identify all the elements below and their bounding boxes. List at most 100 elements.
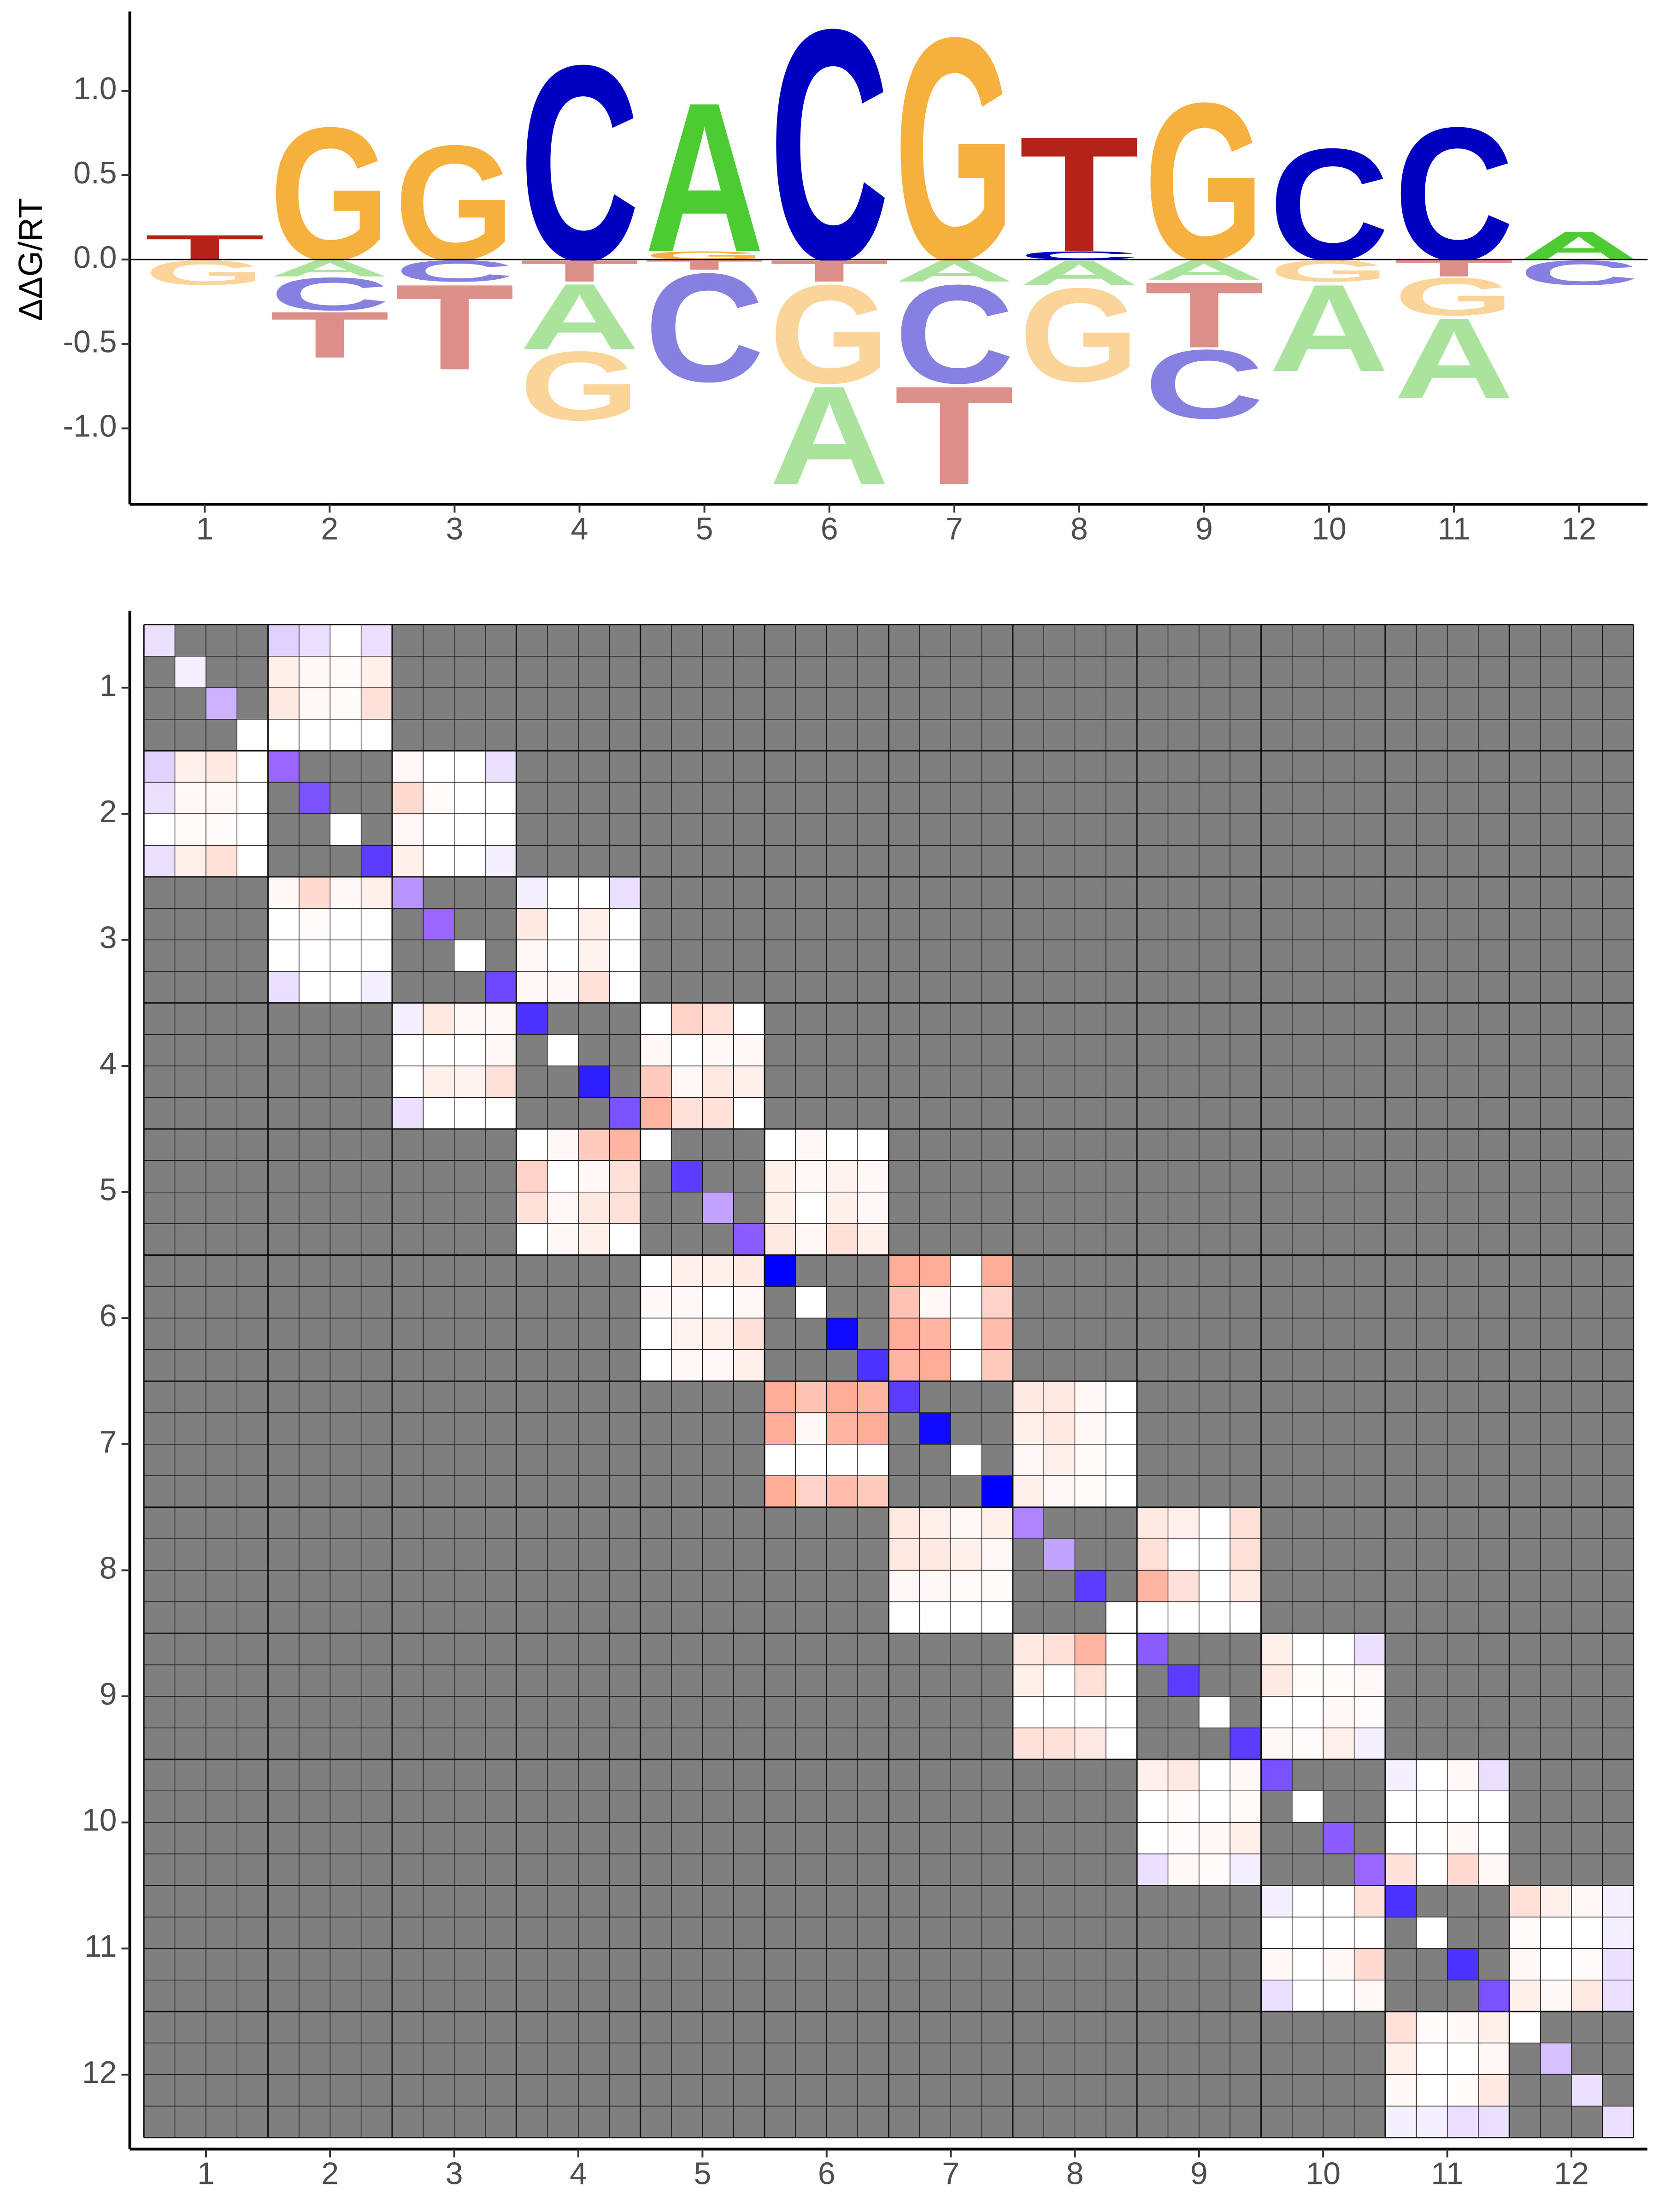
logo-letter-group: T [145, 228, 265, 267]
heatmap-cell [1447, 1948, 1478, 1980]
x-tick-label: 6 [818, 2156, 835, 2191]
heatmap-cell [1137, 1822, 1168, 1854]
heatmap-cell [765, 1129, 796, 1161]
x-tick-label: 2 [321, 511, 338, 546]
heatmap-cell [1106, 1728, 1137, 1759]
logo-letter-group: C [644, 242, 764, 414]
x-tick-label: 5 [696, 511, 713, 546]
y-tick-label: 1 [100, 668, 117, 703]
heatmap-cell [392, 877, 424, 909]
heatmap-cell [671, 1318, 703, 1350]
heatmap-cell [951, 1601, 982, 1634]
heatmap-cell [1261, 1665, 1292, 1697]
heatmap-cell [268, 656, 299, 688]
heatmap-cell [454, 1003, 485, 1035]
heatmap-cell [640, 1003, 672, 1035]
heatmap-cell [888, 1318, 920, 1350]
heatmap-cell [1137, 1507, 1168, 1539]
heatmap-cell [671, 1349, 703, 1382]
heatmap-cell [1447, 2074, 1478, 2106]
heatmap-cell [268, 940, 299, 971]
logo-letter: T [394, 259, 514, 395]
y-tick-label: -0.5 [63, 324, 117, 359]
heatmap-cell [1323, 1885, 1354, 1917]
logo-letter: G [145, 253, 265, 293]
heatmap-cell [795, 1160, 827, 1192]
heatmap-cell [1354, 1854, 1385, 1886]
heatmap-cell [982, 1286, 1013, 1318]
heatmap-cell [1012, 1507, 1044, 1539]
x-tick-label: 11 [1438, 511, 1471, 546]
logo-letter: G [1019, 260, 1139, 410]
logo-letter-group: G [1144, 56, 1264, 307]
heatmap-cell [1012, 1665, 1044, 1697]
logo-letter: A [1394, 294, 1514, 423]
heatmap-cell [795, 1192, 827, 1224]
heatmap-cell [299, 877, 330, 909]
heatmap-cell [237, 751, 268, 782]
heatmap-cell [1509, 1917, 1541, 1949]
heatmap-cell [1354, 1728, 1385, 1759]
heatmap-cell [1106, 1444, 1137, 1476]
heatmap-cell [1292, 1885, 1324, 1917]
heatmap-cell [702, 1097, 734, 1129]
heatmap-cell [485, 1034, 517, 1066]
heatmap-cell [206, 751, 237, 782]
heatmap-cell [702, 1003, 734, 1035]
heatmap-cell [1075, 1696, 1106, 1728]
x-tick-label: 1 [196, 511, 213, 546]
logo-letter-group: A [644, 58, 764, 296]
logo-letter: G [770, 256, 889, 413]
heatmap-cell [578, 1192, 610, 1224]
heatmap-cell [1168, 1601, 1199, 1634]
heatmap-cell [392, 1034, 424, 1066]
heatmap-cell [361, 656, 392, 688]
logo-letter: T [270, 299, 389, 372]
heatmap-cell [919, 1412, 951, 1444]
heatmap-cell [826, 1192, 858, 1224]
x-tick-label: 10 [1306, 2156, 1341, 2191]
heatmap-cell [1416, 1791, 1447, 1823]
heatmap-cell [1168, 1665, 1199, 1697]
heatmap-cell [919, 1349, 951, 1382]
heatmap-cell [795, 1129, 827, 1161]
y-tick-label: 1.0 [73, 71, 117, 106]
heatmap-cell [268, 688, 299, 719]
heatmap-cell [1261, 1728, 1292, 1759]
heatmap-cell [578, 1129, 610, 1161]
heatmap-cell [1075, 1412, 1106, 1444]
heatmap-cell [330, 877, 361, 909]
heatmap-cell [733, 1255, 765, 1287]
heatmap-cell [1044, 1381, 1075, 1413]
logo-letter-group: C [519, 7, 639, 319]
heatmap-cell [361, 940, 392, 971]
heatmap-cell [858, 1129, 889, 1161]
heatmap-cell [1385, 2106, 1417, 2138]
logo-letter: C [770, 0, 889, 330]
heatmap-cell [1012, 1728, 1044, 1759]
heatmap-cell [330, 656, 361, 688]
heatmap-cell [392, 1066, 424, 1098]
heatmap-cell [951, 1507, 982, 1539]
heatmap-cell [1292, 1633, 1324, 1665]
logo-letter: C [1144, 329, 1264, 439]
heatmap-cell [423, 1034, 454, 1066]
heatmap-cell [982, 1570, 1013, 1602]
heatmap-cell [1230, 1791, 1261, 1823]
heatmap-cell [1323, 1980, 1354, 2012]
heatmap-cell [1168, 1507, 1199, 1539]
heatmap-cell [361, 719, 392, 751]
x-tick-label: 4 [570, 2156, 587, 2191]
heatmap-cell [485, 971, 517, 1003]
heatmap-cell [1168, 1539, 1199, 1571]
heatmap-cell [1323, 1633, 1354, 1665]
heatmap-cell [175, 656, 206, 688]
heatmap-cell [547, 1129, 579, 1161]
heatmap-cell [1106, 1601, 1137, 1634]
x-tick-label: 8 [1071, 511, 1088, 546]
heatmap-cell [951, 1286, 982, 1318]
heatmap-cell [1106, 1412, 1137, 1444]
x-tick-label: 7 [946, 511, 963, 546]
heatmap-cell [206, 813, 237, 846]
heatmap-cell [1012, 1476, 1044, 1507]
